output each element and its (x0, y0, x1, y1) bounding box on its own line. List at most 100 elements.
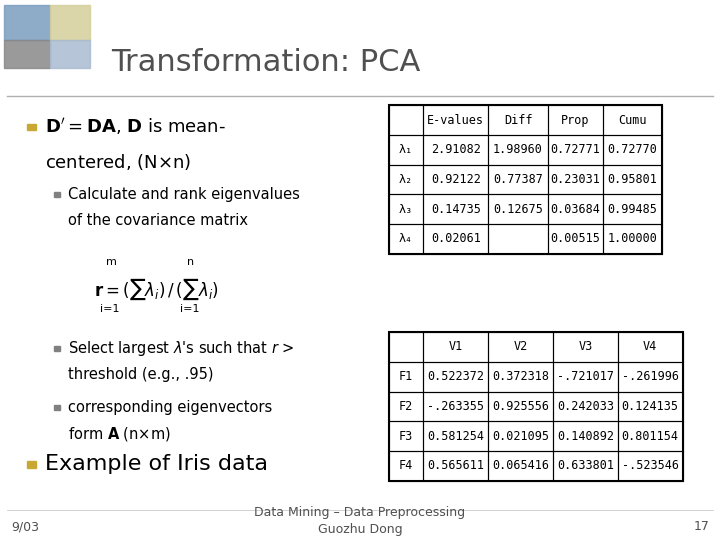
Bar (488, 135, 548, 165)
Bar (389, 165, 423, 194)
Bar (423, 332, 488, 362)
Bar (488, 392, 553, 421)
Bar (488, 451, 553, 481)
Text: threshold (e.g., .95): threshold (e.g., .95) (68, 367, 213, 382)
Text: Diff: Diff (504, 113, 532, 127)
Bar (27, 461, 36, 468)
Bar (389, 392, 423, 421)
Bar (389, 224, 423, 254)
Text: Prop: Prop (561, 113, 590, 127)
Text: 0.124135: 0.124135 (621, 400, 679, 413)
Bar (27, 124, 36, 130)
Bar (548, 194, 603, 224)
Bar (553, 392, 618, 421)
Text: 0.99485: 0.99485 (608, 202, 657, 216)
Bar (389, 105, 662, 254)
Text: 0.925556: 0.925556 (492, 400, 549, 413)
Text: 0.633801: 0.633801 (557, 459, 614, 472)
Text: 0.03684: 0.03684 (550, 202, 600, 216)
Bar (389, 421, 423, 451)
Bar (423, 194, 488, 224)
Bar (54, 346, 60, 351)
Text: V3: V3 (578, 340, 593, 354)
Text: 0.372318: 0.372318 (492, 370, 549, 383)
Bar (553, 332, 618, 362)
Text: 0.92122: 0.92122 (431, 173, 481, 186)
Bar (50, 5, 90, 39)
Bar (423, 135, 488, 165)
Text: 0.522372: 0.522372 (427, 370, 485, 383)
Bar (389, 194, 423, 224)
Text: E-values: E-values (427, 113, 485, 127)
Text: corresponding eigenvectors: corresponding eigenvectors (68, 400, 272, 415)
Text: form $\mathbf{A}$ (n$\times$m): form $\mathbf{A}$ (n$\times$m) (68, 424, 171, 443)
Text: V1: V1 (449, 340, 463, 354)
Bar (389, 105, 423, 135)
Bar (423, 362, 488, 392)
Bar (553, 451, 618, 481)
Bar (389, 332, 423, 362)
Bar (423, 451, 488, 481)
Text: 0.065416: 0.065416 (492, 459, 549, 472)
Text: λ₂: λ₂ (399, 173, 413, 186)
Text: 0.00515: 0.00515 (550, 232, 600, 246)
Bar (488, 421, 553, 451)
Bar (548, 165, 603, 194)
Bar (603, 194, 662, 224)
Text: -.261996: -.261996 (621, 370, 679, 383)
Text: m: m (106, 256, 117, 267)
Bar (389, 135, 423, 165)
Text: n: n (187, 256, 194, 267)
Text: Transformation: PCA: Transformation: PCA (112, 48, 421, 77)
Text: $\mathbf{D'} = \mathbf{DA}$, $\mathbf{D}$ is mean-: $\mathbf{D'} = \mathbf{DA}$, $\mathbf{D}… (45, 117, 225, 137)
Bar (618, 421, 683, 451)
Bar (548, 135, 603, 165)
Text: λ₄: λ₄ (399, 232, 413, 246)
Bar (423, 421, 488, 451)
Text: $\mathbf{r} = (\sum \lambda_i)\,/\,(\sum \lambda_i)$: $\mathbf{r} = (\sum \lambda_i)\,/\,(\sum… (94, 276, 219, 301)
Text: 0.95801: 0.95801 (608, 173, 657, 186)
Bar (618, 451, 683, 481)
Text: 0.72771: 0.72771 (550, 143, 600, 157)
Text: centered, (N$\times$n): centered, (N$\times$n) (45, 152, 191, 172)
Text: 1.00000: 1.00000 (608, 232, 657, 246)
Bar (389, 451, 423, 481)
Text: 1.98960: 1.98960 (493, 143, 543, 157)
Text: -.263355: -.263355 (427, 400, 485, 413)
Text: V2: V2 (513, 340, 528, 354)
Text: F2: F2 (399, 400, 413, 413)
Bar (488, 332, 553, 362)
Bar (603, 105, 662, 135)
Bar (618, 362, 683, 392)
Bar (54, 405, 60, 410)
Bar (553, 362, 618, 392)
Text: 9/03: 9/03 (11, 520, 39, 533)
Bar (548, 105, 603, 135)
Text: of the covariance matrix: of the covariance matrix (68, 213, 248, 228)
Bar (50, 39, 90, 68)
Text: 0.242033: 0.242033 (557, 400, 614, 413)
Text: 0.14735: 0.14735 (431, 202, 481, 216)
Text: Data Mining – Data Preprocessing
Guozhu Dong: Data Mining – Data Preprocessing Guozhu … (254, 506, 466, 536)
Text: 17: 17 (693, 520, 709, 533)
Bar (423, 105, 488, 135)
Bar (54, 192, 60, 197)
Bar (488, 224, 548, 254)
Bar (488, 362, 553, 392)
Text: λ₁: λ₁ (399, 143, 413, 157)
Text: 0.72770: 0.72770 (608, 143, 657, 157)
Bar (603, 224, 662, 254)
Text: -.721017: -.721017 (557, 370, 614, 383)
Text: 0.801154: 0.801154 (621, 429, 679, 443)
Text: 0.140892: 0.140892 (557, 429, 614, 443)
Text: V4: V4 (643, 340, 657, 354)
Text: Select largest $\lambda$'s such that $r$ >: Select largest $\lambda$'s such that $r$… (68, 339, 294, 358)
Bar (488, 105, 548, 135)
Bar (488, 194, 548, 224)
Bar (553, 421, 618, 451)
Text: Cumu: Cumu (618, 113, 647, 127)
Bar (389, 332, 683, 481)
Bar (4, 39, 50, 68)
Text: F1: F1 (399, 370, 413, 383)
Text: i=1: i=1 (179, 304, 199, 314)
